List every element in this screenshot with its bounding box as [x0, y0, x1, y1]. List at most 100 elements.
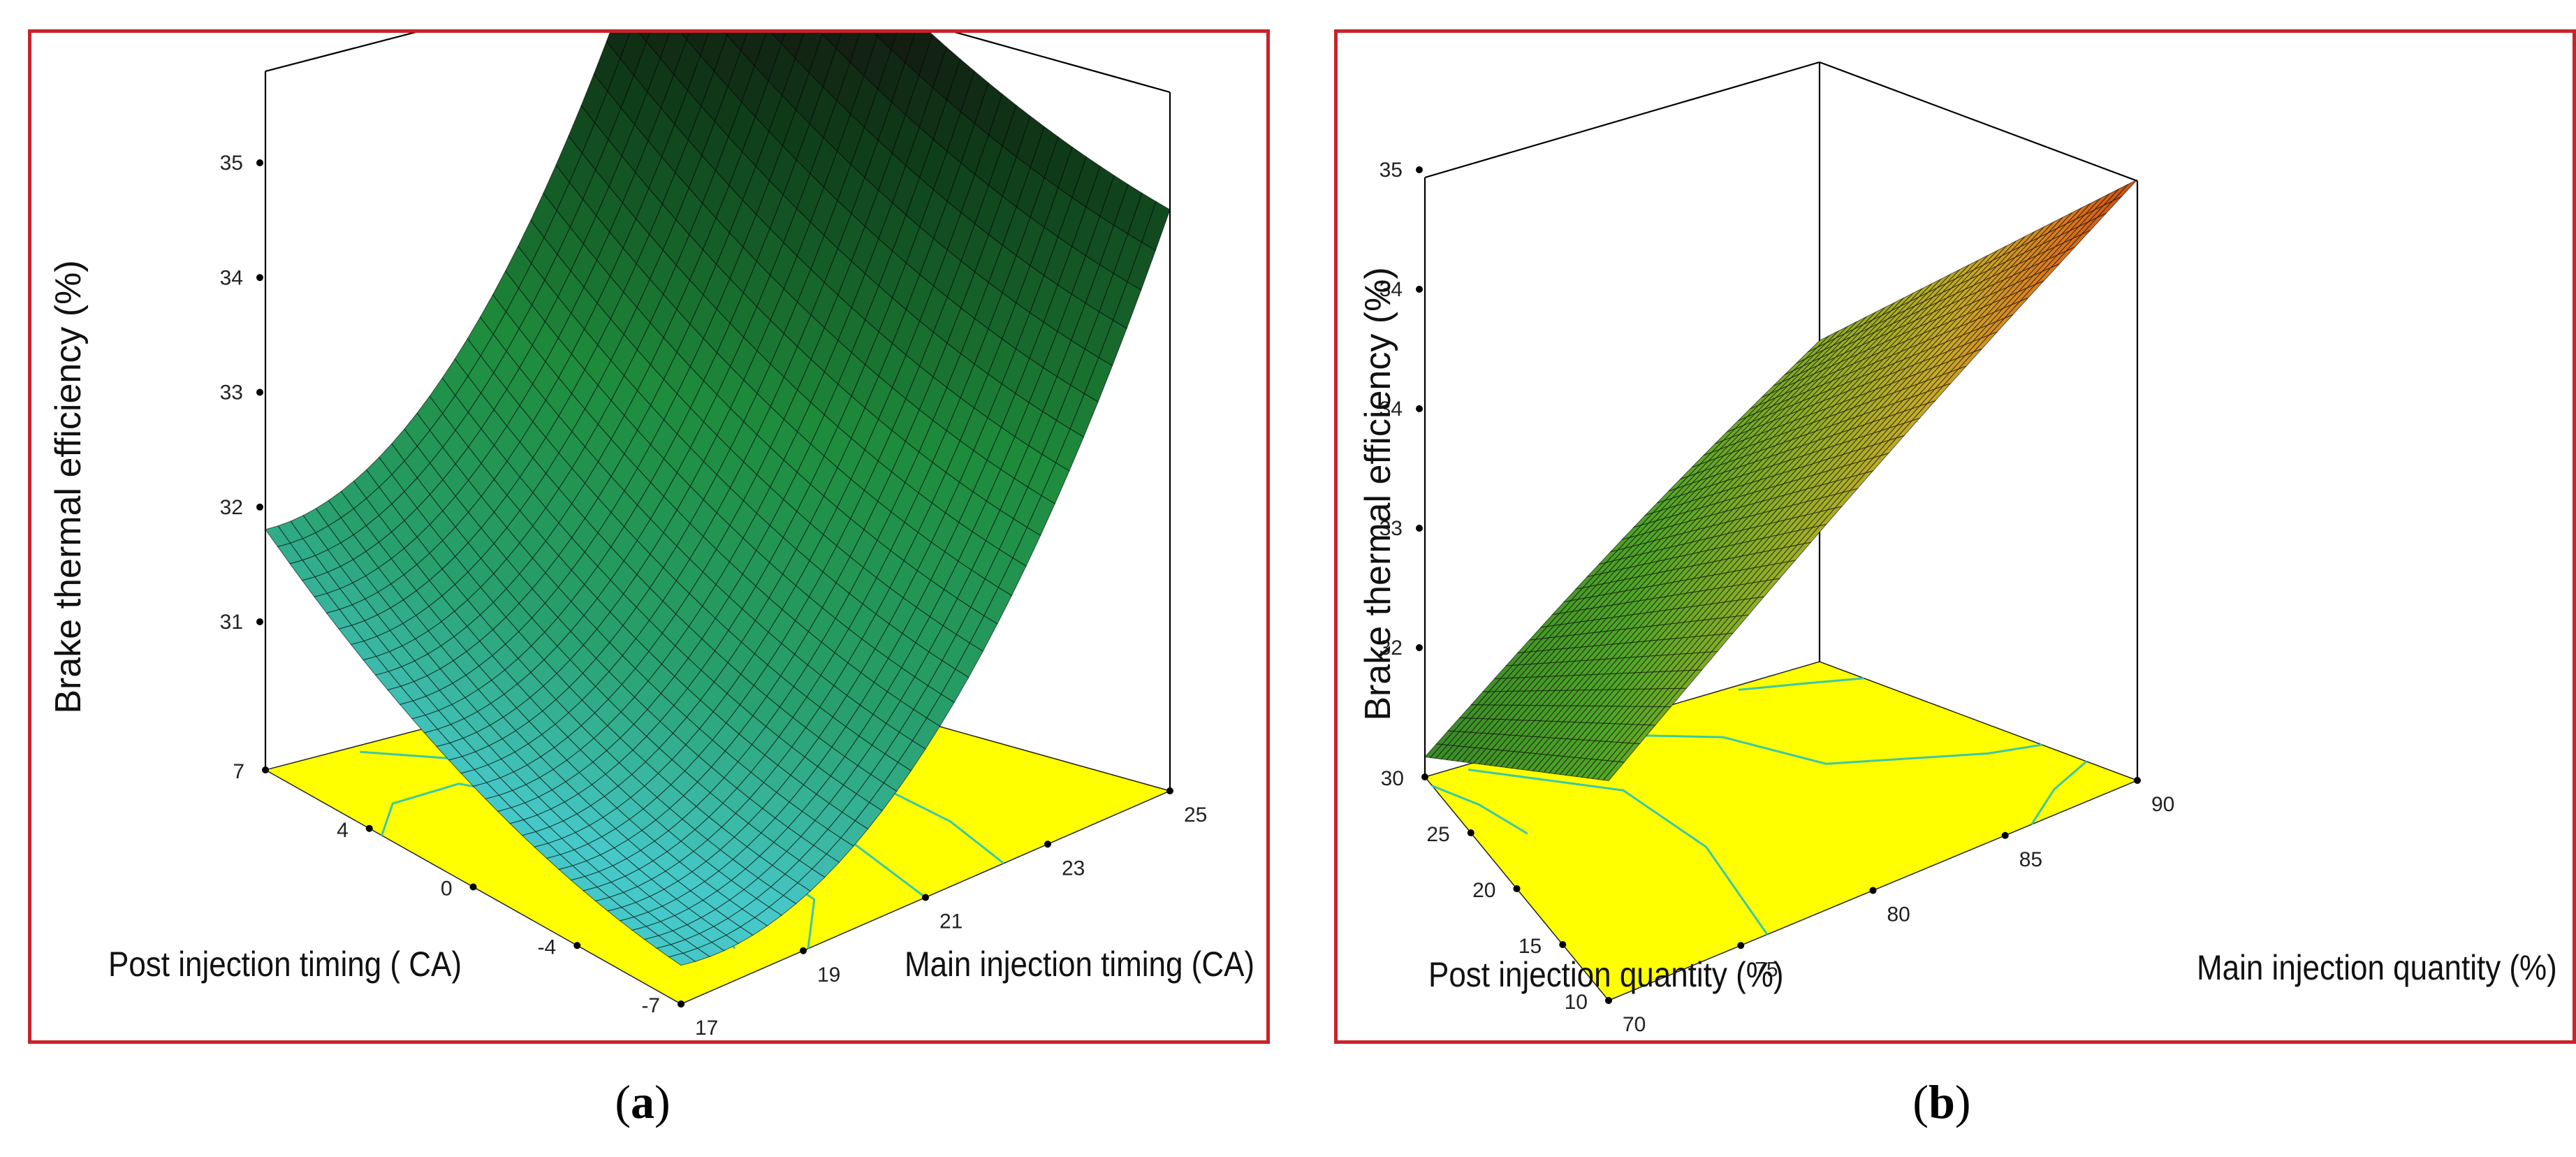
z-tick-label: 35 [220, 152, 243, 175]
surface-facet [794, 33, 823, 73]
surface-mesh [1424, 179, 2138, 781]
z-tick [256, 618, 263, 625]
surface-facet [659, 33, 687, 75]
x-tick [1737, 942, 1745, 949]
x-tick [800, 947, 807, 954]
y-tick-label: 25 [1426, 823, 1449, 846]
x-axis-title: Main injection quantity (%) [2197, 947, 2557, 987]
surface-facet [849, 33, 878, 77]
z-tick [256, 388, 263, 396]
y-tick [469, 883, 477, 891]
z-tick [1416, 166, 1423, 173]
z-tick [256, 159, 263, 166]
z-tick [1416, 525, 1423, 532]
y-tick-label: 4 [337, 819, 349, 842]
z-axis-title: Brake thermal efficiency (%) [1358, 267, 1398, 720]
z-tick [256, 274, 263, 282]
chart-panel-a: 31 32 33 34 35 7 4 0 -4 -7 17 19 21 23 25 Brake thermal… [28, 29, 1270, 1044]
surface-facet [905, 33, 933, 76]
frame-edge [1424, 61, 1820, 179]
surface-facet [770, 33, 786, 45]
x-tick-label: 19 [817, 963, 840, 987]
z-tick-label: 31 [220, 611, 243, 634]
y-tick [365, 824, 373, 832]
surface-facet [645, 33, 670, 59]
y-tick-label: 20 [1472, 879, 1495, 902]
surface-facet [873, 33, 879, 37]
x-tick [2134, 777, 2141, 784]
frame-edge [1819, 61, 2138, 182]
y-tick [262, 766, 269, 773]
surface-facet [606, 33, 631, 59]
contour-line [1431, 785, 1528, 835]
surface-facet [891, 33, 916, 64]
z-tick-label: 34 [220, 266, 243, 289]
caption-a: (a) [615, 1075, 671, 1128]
surface-facet [680, 33, 690, 41]
surface-facet [620, 33, 647, 76]
surface-facet [1808, 335, 1829, 353]
y-tick-label: 7 [233, 760, 244, 783]
y-tick [1559, 941, 1567, 948]
x-tick-label: 75 [1755, 958, 1778, 981]
contour-line [1468, 769, 1769, 936]
surface-facet [724, 33, 729, 36]
x-tick-label: 23 [1062, 857, 1085, 880]
z-tick [1416, 644, 1423, 651]
contour-line [2030, 760, 2088, 825]
y-tick-label: -7 [641, 994, 660, 1017]
x-axis-title: Main injection timing (CA) [905, 944, 1254, 983]
x-tick [678, 1000, 685, 1007]
surface-chart-a: 31 32 33 34 35 7 4 0 -4 -7 17 19 21 23 25 Brake thermal… [48, 33, 1254, 1040]
z-tick [1416, 405, 1423, 412]
y-tick-label: -4 [538, 936, 557, 959]
z-tick-label: 32 [1380, 636, 1403, 660]
z-tick-label: 34 [1380, 398, 1403, 421]
y-tick-label: 30 [1381, 767, 1404, 790]
chart-panel-b: 32 33 34 34 35 30 25 20 15 10 70 75 80 85 90 Brake ther… [1334, 29, 2576, 1044]
z-tick [256, 503, 263, 511]
z-tick-label: 34 [1380, 278, 1403, 301]
frame-edge [265, 33, 416, 73]
y-tick-label: 15 [1518, 935, 1542, 958]
y-tick [1421, 773, 1428, 780]
y-tick-label: 0 [441, 878, 453, 901]
surface-facet [726, 33, 748, 52]
y-tick [573, 942, 581, 949]
x-tick-label: 85 [2019, 848, 2042, 871]
z-tick-label: 35 [1380, 159, 1403, 182]
x-tick [922, 894, 929, 901]
surface-facet [781, 33, 805, 59]
surface-facet [638, 33, 650, 43]
frame-edge [954, 33, 1171, 94]
y-tick-label: 10 [1565, 991, 1588, 1014]
surface-mesh [265, 33, 1171, 966]
caption-b: (b) [1912, 1075, 1971, 1128]
x-tick [1166, 787, 1173, 794]
contour-lines [1431, 677, 2088, 936]
y-axis-title: Post injection quantity (%) [1428, 954, 1784, 994]
x-tick-label: 21 [939, 910, 963, 933]
x-tick-label: 25 [1184, 803, 1207, 827]
x-tick [1869, 887, 1877, 894]
y-tick [1467, 829, 1474, 836]
surface-facet [686, 33, 709, 57]
surface-facet [821, 33, 842, 50]
caption-a-letter: a [631, 1075, 654, 1128]
surface-facet [877, 33, 898, 50]
z-tick-label: 32 [220, 496, 243, 519]
x-tick-label: 70 [1623, 1013, 1646, 1036]
surface-facet [754, 33, 782, 82]
x-tick-label: 80 [1887, 903, 1910, 926]
x-tick [1605, 997, 1612, 1004]
x-tick-label: 17 [695, 1017, 718, 1040]
contour-line [1587, 733, 2042, 765]
y-axis-title: Post injection timing ( CA) [108, 944, 462, 983]
surface-chart-b: 32 33 34 34 35 30 25 20 15 10 70 75 80 85 90 Brake ther… [1358, 61, 2557, 1036]
caption-b-letter: b [1929, 1075, 1955, 1128]
surface-facet [820, 33, 824, 35]
surface-facet [700, 33, 728, 72]
contour-line [1738, 677, 1864, 691]
surface-facet [835, 33, 861, 63]
z-axis-title: Brake thermal efficiency (%) [48, 260, 89, 713]
